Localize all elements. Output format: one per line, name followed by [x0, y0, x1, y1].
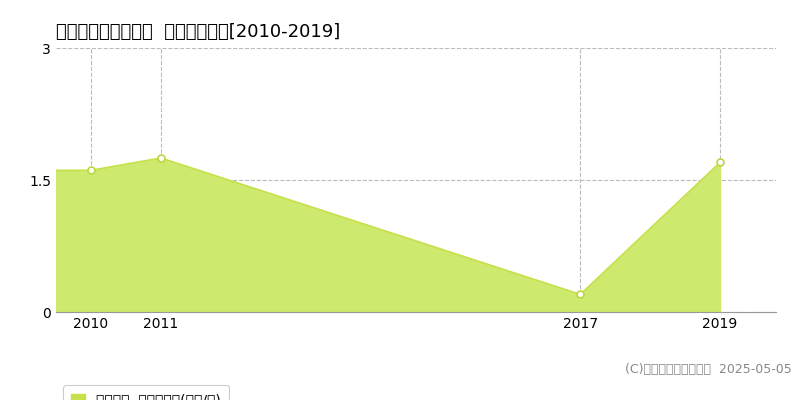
Text: 常呂郡訓子府町日出  土地価格推移[2010-2019]: 常呂郡訓子府町日出 土地価格推移[2010-2019]	[56, 23, 340, 41]
Point	[574, 291, 586, 298]
Text: (C)土地価格ドットコム  2025-05-05: (C)土地価格ドットコム 2025-05-05	[626, 363, 792, 376]
Point	[85, 167, 98, 174]
Point	[154, 155, 167, 161]
Legend: 土地価格  平均坪単価(万円/坪): 土地価格 平均坪単価(万円/坪)	[63, 385, 230, 400]
Point	[714, 159, 726, 166]
